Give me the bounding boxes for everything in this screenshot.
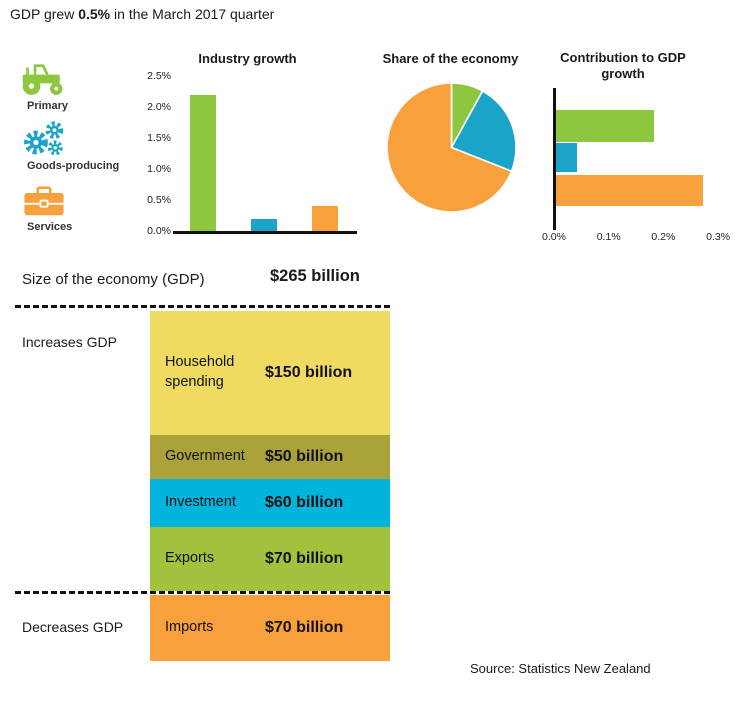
- industry-ytick-1.0%: 1.0%: [147, 163, 171, 175]
- flow-value-investment: $60 billion: [265, 494, 344, 511]
- page-title-growth-figure: 0.5%: [78, 6, 111, 22]
- industry-ytick-2.0%: 2.0%: [147, 101, 171, 113]
- flow-label-investment: Investment: [165, 494, 236, 511]
- contribution-y-axis-line: [553, 88, 556, 230]
- industry-bar-primary: [190, 94, 216, 231]
- page-title-pre: GDP grew: [10, 6, 79, 22]
- industry-x-axis-line: [173, 231, 357, 234]
- gdp-components-table: Household spending $150 billion Government…: [150, 311, 390, 663]
- industry-bar-goods-producing: [251, 218, 277, 231]
- industry-ytick-1.5%: 1.5%: [147, 132, 171, 144]
- contribution-bar-services: [555, 175, 704, 206]
- flow-label-exports: Exports: [165, 550, 215, 567]
- contribution-bar-primary: [555, 110, 654, 142]
- economy-size-label: Size of the economy (GDP): [22, 271, 205, 288]
- increases-gdp-label: Increases GDP: [22, 334, 117, 350]
- economy-size-value: $265 billion: [270, 267, 360, 285]
- gears-icon: [24, 121, 64, 156]
- contribution-xtick-0.1%: 0.1%: [596, 231, 621, 243]
- industry-ytick-0.5%: 0.5%: [147, 194, 171, 206]
- industry-growth-chart-title: Industry growth: [198, 51, 297, 66]
- flow-row-household-spending: Household spending $150 billion: [150, 311, 390, 435]
- contribution-chart: 0.0% 0.1% 0.2% 0.3%: [542, 86, 748, 251]
- flow-label-government: Government: [165, 448, 245, 465]
- contribution-xtick-0.3%: 0.3%: [706, 231, 731, 243]
- briefcase-icon: [24, 186, 64, 216]
- industry-ytick-0.0%: 0.0%: [147, 225, 171, 237]
- decrease-section-dashed-line: [15, 591, 390, 594]
- flow-label-household-spending: Household spending: [165, 354, 235, 390]
- pie-slice-services: [386, 82, 513, 213]
- flow-value-imports: $70 billion: [265, 619, 344, 636]
- share-of-economy-chart-title: Share of the economy: [382, 51, 519, 66]
- flow-value-government: $50 billion: [265, 448, 344, 465]
- contribution-chart-title: Contribution to GDP growth: [560, 50, 686, 81]
- industry-bar-services: [312, 206, 338, 231]
- flow-value-household-spending: $150 billion: [265, 364, 353, 381]
- industry-ytick-2.5%: 2.5%: [147, 70, 171, 82]
- contribution-xtick-0.0%: 0.0%: [542, 231, 566, 243]
- pie-slice-goods-producing: [450, 90, 517, 172]
- legend-label-goods-producing: Goods-producing: [27, 160, 120, 172]
- flow-value-exports: $70 billion: [265, 550, 344, 567]
- share-of-economy-pie-chart: [386, 82, 517, 213]
- tractor-icon: [22, 64, 63, 95]
- contribution-bar-goods-producing: [555, 143, 578, 172]
- flow-row-government: Government $50 billion: [150, 435, 390, 479]
- increase-section-dashed-line: [15, 305, 390, 308]
- flow-row-exports: Exports $70 billion: [150, 527, 390, 591]
- page-title-post: in the March 2017 quarter: [110, 6, 275, 22]
- legend-label-services: Services: [27, 221, 73, 233]
- page-title: GDP grew 0.5% in the March 2017 quarter: [10, 6, 274, 22]
- contribution-xtick-0.2%: 0.2%: [651, 231, 676, 243]
- legend-label-primary: Primary: [27, 100, 68, 112]
- flow-row-imports: Imports $70 billion: [150, 595, 390, 661]
- source-attribution: Source: Statistics New Zealand: [470, 661, 651, 676]
- flow-label-imports: Imports: [165, 619, 214, 636]
- decreases-gdp-label: Decreases GDP: [22, 619, 124, 635]
- flow-row-investment: Investment $60 billion: [150, 479, 390, 527]
- industry-growth-chart: 0.0% 0.5% 1.0% 1.5% 2.0% 2.5%: [143, 68, 357, 240]
